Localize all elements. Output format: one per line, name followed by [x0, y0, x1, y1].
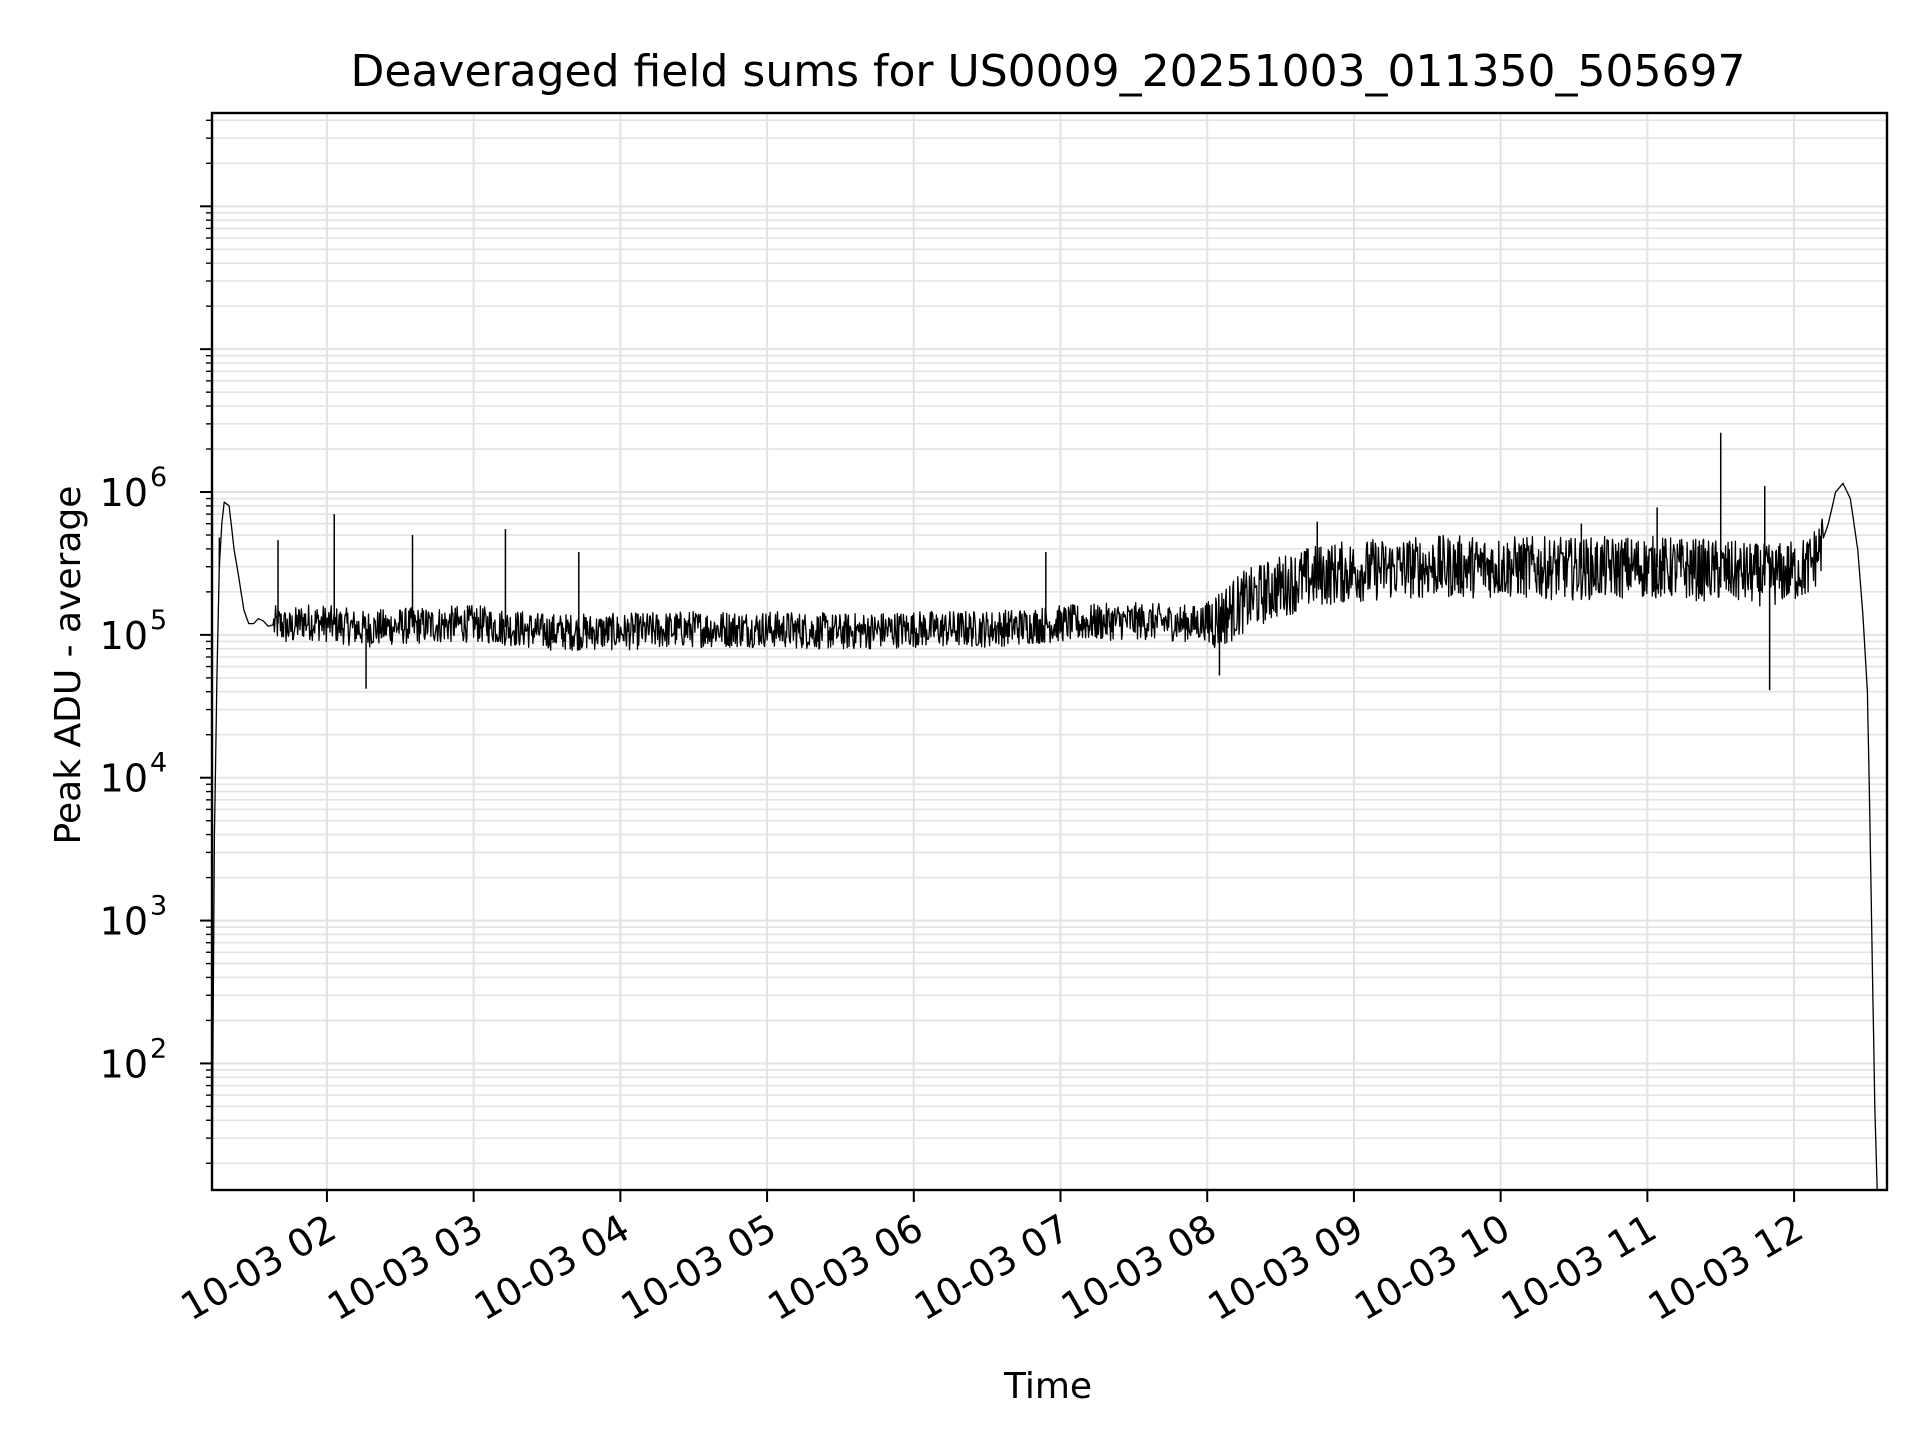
y-tick-exponent: 5	[150, 605, 167, 636]
y-tick-base: 10	[100, 1042, 148, 1086]
y-tick-base: 10	[100, 614, 148, 658]
chart-title: Deaveraged field sums for US0009_2025100…	[351, 46, 1746, 97]
y-tick-exponent: 3	[150, 891, 167, 922]
y-tick-label: 10 4	[100, 748, 168, 801]
series-line	[212, 482, 1887, 1190]
y-tick-label: 10 5	[100, 605, 168, 658]
y-tick-label: 10 6	[100, 462, 168, 515]
y-tick-base: 10	[100, 757, 148, 801]
y-tick-base: 10	[100, 900, 148, 944]
y-tick-label: 10 3	[100, 891, 168, 944]
y-tick-exponent: 4	[150, 748, 167, 779]
plot-area	[212, 432, 1887, 1190]
y-tick-label: 10 2	[100, 1033, 168, 1086]
y-tick-exponent: 2	[150, 1033, 167, 1064]
y-axis-label: Peak ADU - average	[48, 486, 89, 845]
grid	[212, 113, 1887, 1190]
x-axis-label: Time	[1003, 1366, 1092, 1407]
axes-frame	[210, 111, 1889, 1192]
y-tick-base: 10	[100, 471, 148, 515]
y-tick-exponent: 6	[150, 462, 167, 493]
